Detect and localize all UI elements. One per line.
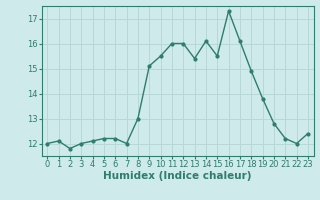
X-axis label: Humidex (Indice chaleur): Humidex (Indice chaleur) [103,171,252,181]
